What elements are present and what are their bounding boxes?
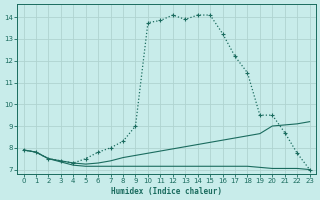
X-axis label: Humidex (Indice chaleur): Humidex (Indice chaleur) (111, 187, 222, 196)
